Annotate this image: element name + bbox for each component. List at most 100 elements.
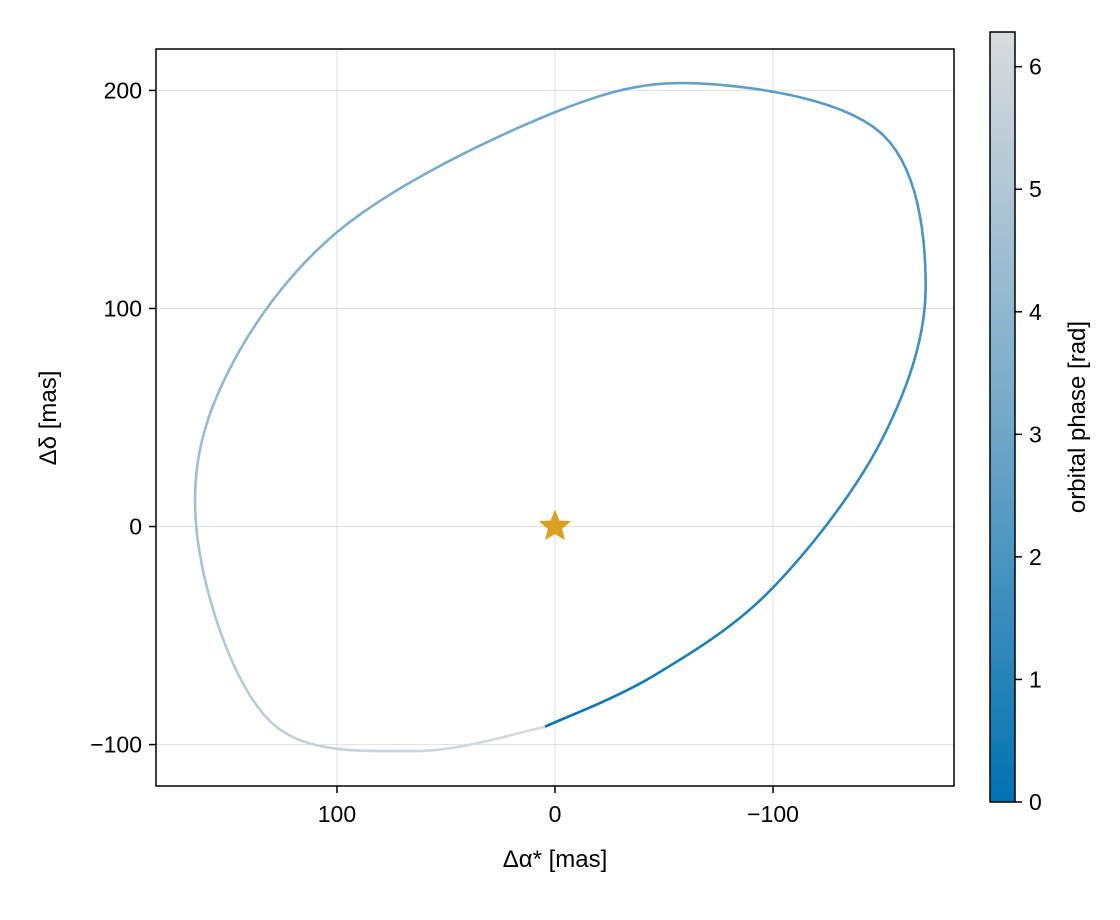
orbit-segment [263, 298, 275, 313]
x-tick-label: −100 [747, 801, 799, 827]
orbit-segment [525, 116, 543, 126]
orbit-segment [854, 471, 865, 486]
orbit-segment [601, 90, 615, 97]
orbit-segment [918, 214, 924, 230]
orbit-segment [622, 86, 636, 91]
orbit-segment [678, 652, 691, 661]
x-axis-ticks: 100 0 −100 [318, 786, 799, 827]
orbit-segment [612, 88, 626, 94]
orbit-segment [348, 210, 365, 224]
colorbar-tick-label: 5 [1029, 176, 1042, 202]
orbit-segment [796, 548, 809, 562]
orbit-segment [695, 641, 708, 651]
orbit-segment [254, 310, 266, 326]
orbit-segment [312, 241, 327, 255]
orbit-segment [652, 82, 666, 86]
orbit-segment [198, 439, 204, 454]
orbit-segment [582, 705, 594, 712]
orbit-segment [566, 101, 582, 109]
orbit-track [193, 81, 927, 753]
orbit-segment [636, 678, 649, 686]
orbit-segment [904, 372, 912, 387]
colorbar-label: orbital phase [rad] [1064, 321, 1091, 513]
orbit-segment [920, 318, 925, 332]
orbit-segment [874, 437, 884, 452]
star-icon [538, 509, 572, 541]
orbit-segment [210, 603, 218, 620]
grid-lines [156, 49, 954, 786]
orbit-segment [738, 609, 750, 620]
orbit-segment [195, 528, 200, 543]
orbit-segment [642, 83, 656, 88]
orbit-segment [800, 96, 817, 103]
orbit-segment [220, 370, 230, 386]
orbit-segment [909, 179, 916, 194]
orbit-segment [888, 140, 898, 152]
colorbar [990, 32, 1015, 802]
orbit-segment [432, 747, 446, 752]
orbit-segment [913, 190, 919, 206]
orbit-segment [335, 220, 351, 234]
orbit-segment [746, 602, 758, 613]
orbit-segment [486, 737, 500, 743]
orbit-segment [632, 84, 646, 89]
orbit-segment [553, 105, 570, 114]
orbit-segment [362, 200, 380, 214]
orbit-segment [653, 668, 665, 677]
orbit-segment [305, 741, 319, 747]
orbit-segment [255, 704, 266, 717]
star-marker [538, 509, 572, 541]
orbit-segment [731, 84, 748, 89]
orbit-segment [464, 741, 479, 747]
y-tick-label: 200 [104, 77, 142, 103]
orbit-segment [861, 459, 872, 474]
orbit-segment [670, 658, 682, 667]
orbit-segment [662, 663, 674, 672]
orbit-segment [262, 713, 273, 725]
orbit-segment [301, 251, 316, 266]
orbit-segment [839, 108, 855, 117]
colorbar-tick-label: 0 [1029, 789, 1042, 815]
orbit-segment [200, 563, 206, 579]
orbit-segment [196, 539, 201, 554]
orbit-segment [880, 427, 889, 441]
orbit-segment [459, 145, 480, 157]
orbit-segment [203, 576, 210, 593]
orbit-segment [239, 334, 250, 350]
orbit-segment [566, 712, 577, 719]
orbit-segment [229, 657, 239, 674]
orbit-segment [506, 732, 518, 738]
orbit-segment [194, 472, 198, 487]
colorbar-tick-label: 2 [1029, 544, 1042, 570]
orbit-segment [600, 696, 612, 704]
orbit-segment [539, 110, 557, 120]
colorbar-ticks: 0 1 2 3 4 5 6 [1015, 54, 1042, 815]
orbit-segment [246, 322, 258, 338]
orbit-segment [537, 725, 546, 730]
orbit-segment [905, 168, 913, 183]
orbit-segment [509, 122, 528, 133]
orbit-segment [574, 708, 585, 716]
orbit-segment [198, 551, 204, 567]
orbit-segment [813, 99, 830, 107]
orbit-segment [718, 83, 734, 88]
orbit-segment [923, 296, 927, 310]
orbit-segment [323, 230, 339, 244]
orbit-segment [704, 635, 716, 645]
orbit-segment [408, 171, 429, 184]
orbit-segment [272, 286, 285, 301]
orbit-segment [348, 748, 362, 752]
orbit-segment [242, 682, 252, 697]
orbit-segment [196, 450, 201, 465]
orbit-segment [235, 670, 245, 686]
orbit-segment [813, 527, 826, 541]
orbit-segment [772, 90, 790, 96]
orbit-segment [827, 104, 843, 112]
orbit-segment [578, 97, 593, 104]
orbit-segment [915, 340, 921, 354]
orbit-segment [248, 694, 259, 708]
orbit-segment [771, 577, 783, 589]
colorbar-tick-label: 4 [1029, 299, 1042, 325]
orbit-segment [912, 351, 918, 365]
orbit-segment [476, 137, 496, 148]
